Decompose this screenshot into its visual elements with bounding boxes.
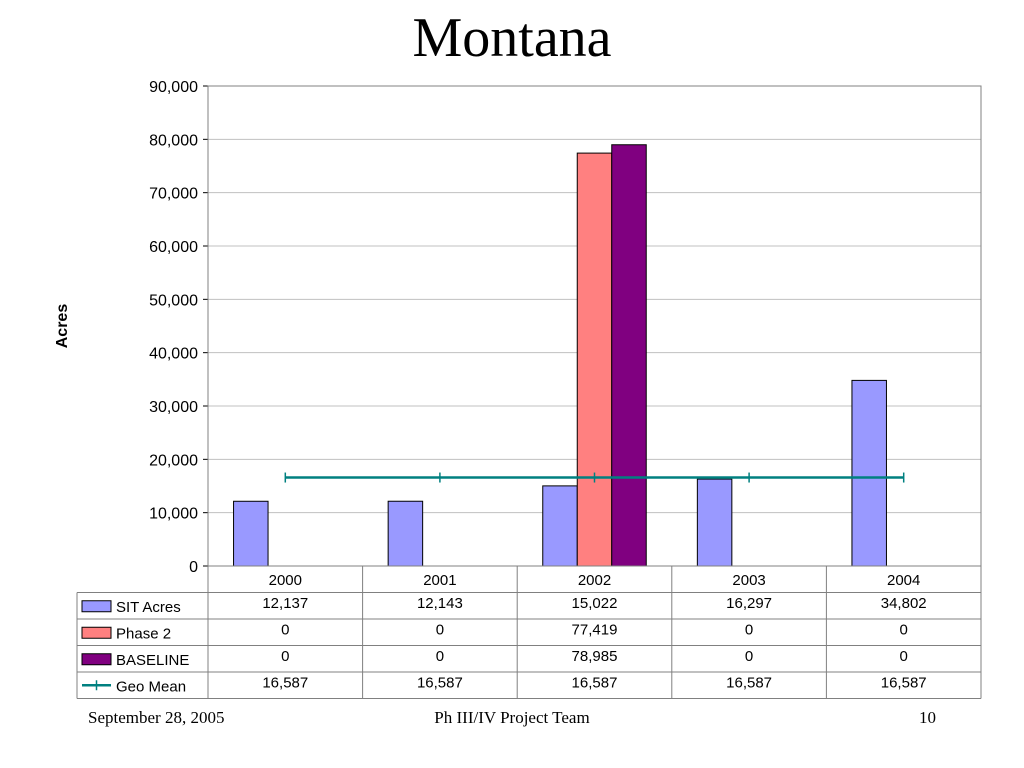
legend-label-phase-2: Phase 2 bbox=[116, 625, 171, 642]
y-tick-label: 30,000 bbox=[149, 399, 198, 416]
legend-label-sit-acres: SIT Acres bbox=[116, 599, 181, 616]
y-tick-label: 80,000 bbox=[149, 132, 198, 149]
table-cell-geo-mean-2004: 16,587 bbox=[881, 674, 927, 691]
table-cell-geo-mean-2003: 16,587 bbox=[726, 674, 772, 691]
table-cell-baseline-2001: 0 bbox=[436, 648, 444, 665]
table-cell-baseline-2004: 0 bbox=[900, 648, 908, 665]
category-label-2002: 2002 bbox=[578, 572, 611, 589]
footer-date: September 28, 2005 bbox=[88, 708, 225, 727]
category-label-2001: 2001 bbox=[423, 572, 456, 589]
category-label-2000: 2000 bbox=[269, 572, 302, 589]
table-cell-phase-2-2001: 0 bbox=[436, 621, 444, 638]
table-cell-phase-2-2002: 77,419 bbox=[572, 621, 618, 638]
bar-phase-2-2002 bbox=[576, 152, 613, 567]
category-label-2004: 2004 bbox=[887, 572, 920, 589]
y-tick-label: 20,000 bbox=[149, 452, 198, 469]
legend-key-sit-acres bbox=[81, 600, 112, 613]
y-tick-label: 40,000 bbox=[149, 346, 198, 363]
table-cell-sit-acres-2002: 15,022 bbox=[572, 595, 618, 612]
y-tick-label: 90,000 bbox=[149, 79, 198, 96]
legend-key-phase-2 bbox=[81, 626, 112, 639]
y-tick-label: 60,000 bbox=[149, 239, 198, 256]
category-label-2003: 2003 bbox=[732, 572, 765, 589]
table-cell-geo-mean-2001: 16,587 bbox=[417, 674, 463, 691]
y-tick-label: 0 bbox=[189, 559, 198, 576]
footer-team: Ph III/IV Project Team bbox=[434, 708, 590, 727]
bar-sit-acres-2001 bbox=[387, 500, 424, 567]
table-cell-sit-acres-2001: 12,143 bbox=[417, 595, 463, 612]
table-cell-phase-2-2004: 0 bbox=[900, 621, 908, 638]
table-cell-geo-mean-2002: 16,587 bbox=[572, 674, 618, 691]
y-axis-label: Acres bbox=[54, 304, 71, 349]
table-cell-sit-acres-2003: 16,297 bbox=[726, 595, 772, 612]
table-cell-phase-2-2003: 0 bbox=[745, 621, 753, 638]
bar-sit-acres-2003 bbox=[696, 478, 733, 567]
bar-baseline-2002 bbox=[611, 144, 647, 567]
table-cell-geo-mean-2000: 16,587 bbox=[262, 674, 308, 691]
table-cell-baseline-2002: 78,985 bbox=[572, 648, 618, 665]
bar-sit-acres-2002 bbox=[542, 485, 578, 567]
bar-sit-acres-2000 bbox=[233, 500, 269, 567]
table-cell-phase-2-2000: 0 bbox=[281, 621, 289, 638]
legend-key-baseline bbox=[81, 653, 112, 666]
footer-page-number: 10 bbox=[919, 708, 936, 727]
table-cell-baseline-2003: 0 bbox=[745, 648, 753, 665]
table-cell-sit-acres-2000: 12,137 bbox=[262, 595, 308, 612]
y-tick-label: 10,000 bbox=[149, 506, 198, 523]
y-tick-label: 70,000 bbox=[149, 186, 198, 203]
slide-title: Montana bbox=[412, 7, 612, 69]
legend-label-baseline: BASELINE bbox=[116, 652, 189, 669]
table-cell-baseline-2000: 0 bbox=[281, 648, 289, 665]
y-tick-label: 50,000 bbox=[149, 292, 198, 309]
table-cell-sit-acres-2004: 34,802 bbox=[881, 595, 927, 612]
legend-label-geo-mean: Geo Mean bbox=[116, 678, 186, 695]
bar-sit-acres-2004 bbox=[851, 379, 887, 567]
